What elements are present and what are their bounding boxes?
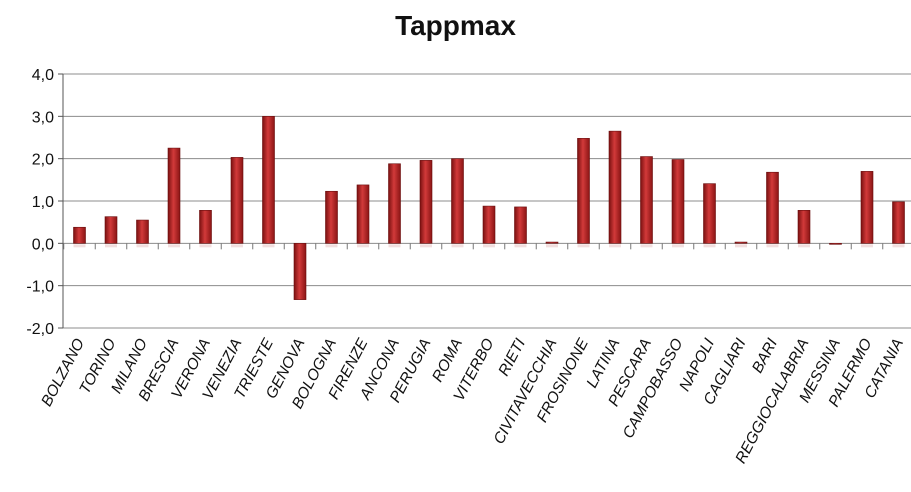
bar-shadow (136, 244, 149, 248)
bar-shadow (73, 244, 86, 248)
bar-frosinone (577, 138, 590, 244)
bar-genova (293, 243, 307, 300)
bar-shadow (357, 244, 369, 248)
bar-napoli (703, 183, 716, 244)
bar-shadow (168, 244, 180, 248)
bar-catania (892, 201, 905, 244)
bar-shadow (735, 244, 747, 248)
y-tick-label: 0,0 (32, 236, 54, 253)
bar-perugia (419, 160, 433, 244)
grid-layer (63, 73, 911, 329)
bar-trieste (262, 116, 275, 244)
bar-shadow (231, 244, 243, 248)
bar-shadow (105, 244, 117, 248)
bar-latina (608, 130, 622, 244)
bar-bolzano (73, 226, 86, 244)
bar-torino (104, 216, 118, 244)
y-tick-label: 3,0 (32, 109, 54, 126)
y-tick-label: 4,0 (32, 67, 54, 84)
bar-shadow (798, 244, 810, 248)
bar-milano (136, 219, 149, 244)
bar-firenze (356, 184, 370, 244)
bar-roma (451, 158, 464, 244)
x-tick-label: BOLZANO (38, 336, 88, 409)
y-tick-label: 2,0 (32, 152, 54, 169)
bar-rieti (514, 206, 527, 244)
bar-messina (829, 243, 842, 245)
bar-shadow (672, 244, 684, 248)
bar-campobasso (671, 159, 685, 244)
bar-shadow (577, 244, 590, 248)
bar-ancona (388, 163, 401, 244)
bar-shadow (546, 244, 558, 248)
bar-viterbo (482, 205, 496, 244)
bar-venezia (230, 157, 244, 244)
x-axis-labels: BOLZANOTORINOMILANOBRESCIAVERONAVENEZIAT… (38, 335, 907, 466)
bar-pescara (640, 156, 653, 244)
bar-shadow (325, 244, 338, 248)
bar-civitavecchia (545, 241, 559, 244)
bar-shadow (640, 244, 653, 248)
bar-shadow (766, 244, 779, 248)
bar-bari (766, 171, 779, 244)
y-tick-label: -2,0 (26, 321, 54, 338)
chart-title: Tappmax (395, 10, 516, 41)
bar-verona (199, 210, 212, 244)
x-tick-label: RIETI (495, 335, 529, 379)
bar-shadow (388, 244, 401, 248)
bar-shadow (420, 244, 432, 248)
x-tick-label: BARI (749, 335, 781, 376)
bar-brescia (167, 147, 181, 244)
bar-shadow (609, 244, 621, 248)
bar-shadow (199, 244, 212, 248)
bar-shadow (514, 244, 527, 248)
bars-layer (73, 116, 905, 300)
bar-shadow (262, 244, 275, 248)
bar-reggiocalabria (797, 210, 811, 244)
bar-bologna (325, 190, 338, 244)
bar-palermo (860, 171, 874, 244)
bar-shadow (703, 244, 716, 248)
bar-shadow (861, 244, 873, 248)
y-tick-label: -1,0 (26, 279, 54, 296)
y-tick-label: 1,0 (32, 194, 54, 211)
bar-shadow (451, 244, 464, 248)
bar-shadow (483, 244, 495, 248)
bar-shadow (892, 244, 905, 248)
bar-cagliari (734, 241, 748, 244)
y-axis: 4,0 3,0 2,0 1,0 0,0 -1,0 -2,0 (26, 67, 884, 338)
